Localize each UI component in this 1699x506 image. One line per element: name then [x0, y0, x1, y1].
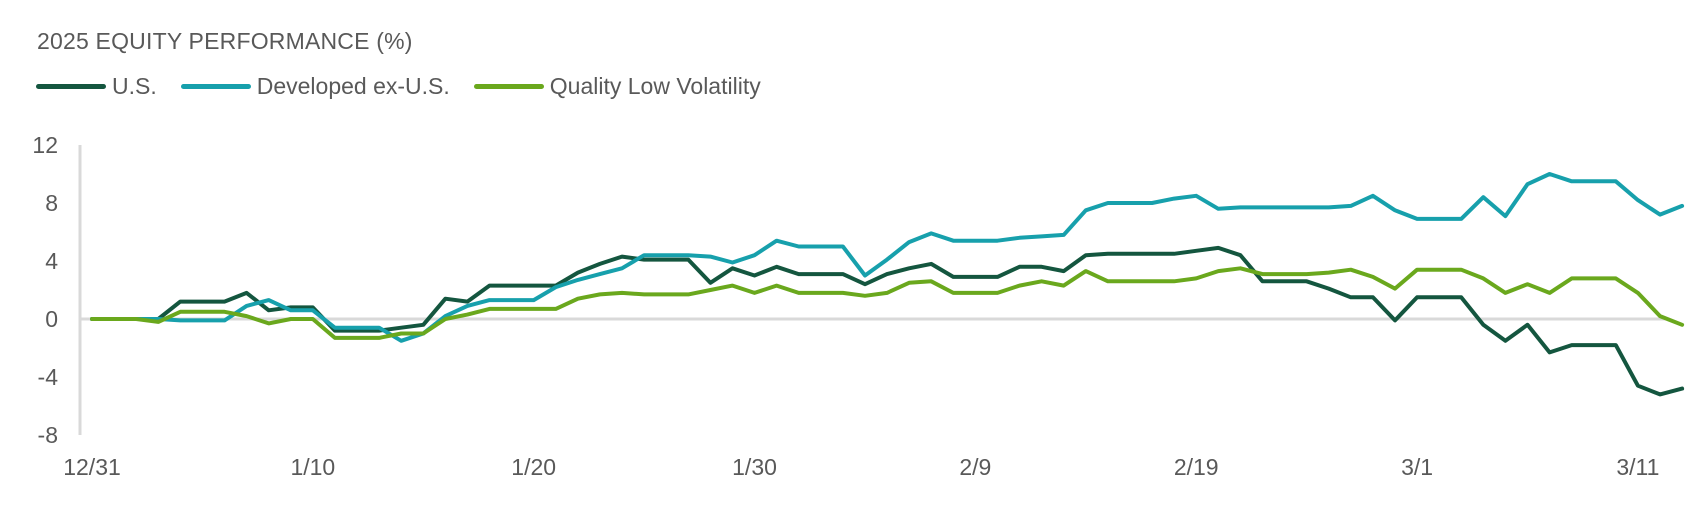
x-tick-label: 1/20	[511, 454, 556, 480]
series-line-quality-low-volatility	[90, 266, 1685, 340]
chart-title: 2025 EQUITY PERFORMANCE (%)	[37, 28, 413, 54]
y-tick-label: -8	[38, 422, 58, 448]
x-axis: 12/31 1/10 1/20 1/30 2/9 2/19 3/1 3/11	[63, 454, 1659, 480]
legend-swatch-quality-low-volatility	[473, 84, 544, 89]
x-tick-label: 1/30	[732, 454, 777, 480]
x-tick-label: 3/11	[1616, 454, 1659, 480]
legend-item-quality-low-volatility: Quality Low Volatility	[473, 73, 761, 100]
x-tick-label: 2/19	[1174, 454, 1219, 480]
x-tick-label: 1/10	[290, 454, 335, 480]
series-lines	[90, 172, 1685, 397]
y-tick-label: 4	[45, 248, 58, 274]
x-tick-label: 12/31	[63, 454, 121, 480]
chart-legend: U.S. Developed ex-U.S. Quality Low Volat…	[36, 73, 785, 100]
series-line-developed-ex-us	[90, 172, 1685, 343]
y-tick-label: 12	[32, 132, 58, 158]
y-tick-label: -4	[38, 364, 59, 390]
legend-item-us: U.S.	[36, 73, 157, 100]
legend-swatch-developed-ex-us	[180, 84, 251, 89]
y-tick-label: 0	[45, 306, 58, 332]
legend-label-developed-ex-us: Developed ex-U.S.	[256, 73, 450, 99]
legend-swatch-us	[36, 84, 106, 89]
x-tick-label: 3/1	[1401, 454, 1433, 480]
y-axis: 12 8 4 0 -4 -8	[32, 132, 82, 448]
y-tick-label: 8	[45, 190, 58, 216]
legend-item-developed-ex-us: Developed ex-U.S.	[180, 73, 450, 100]
x-tick-label: 2/9	[959, 454, 991, 480]
legend-label-us: U.S.	[112, 73, 157, 99]
series-line-us	[90, 245, 1685, 397]
legend-label-quality-low-volatility: Quality Low Volatility	[549, 73, 761, 99]
